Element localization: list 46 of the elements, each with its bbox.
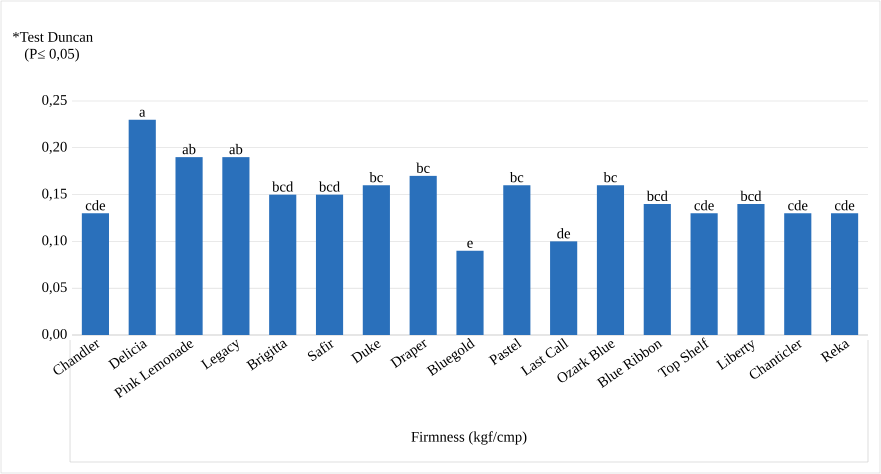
data-label: a: [140, 110, 146, 117]
data-label: bcd: [740, 190, 762, 202]
bar: [175, 157, 203, 335]
data-label: e: [467, 240, 473, 248]
data-label: cde: [834, 200, 854, 210]
bar: [222, 157, 250, 335]
data-label: cde: [694, 200, 714, 210]
bar: [596, 185, 624, 335]
text: *Test Duncan: [12, 32, 93, 42]
bar: [362, 185, 390, 335]
data-label: bcd: [646, 190, 668, 202]
data-label: de: [557, 228, 570, 238]
y-tick-label: 0,20: [42, 142, 67, 154]
y-tick-label: 0,00: [42, 328, 67, 341]
bar: [831, 213, 858, 335]
data-label: ab: [182, 144, 196, 154]
data-label: bc: [416, 162, 430, 173]
y-tick-label: 0,15: [42, 188, 67, 201]
data-label: bc: [604, 172, 617, 182]
data-label: bcd: [272, 181, 294, 192]
bar: [128, 120, 156, 335]
y-tick-label: 0,05: [42, 282, 67, 294]
bar: [690, 213, 718, 335]
data-label: bcd: [318, 181, 340, 192]
y-tick-label: 0,10: [42, 235, 67, 248]
x-axis-title: Firmness (kgf/cmp): [411, 431, 526, 445]
bar: [644, 204, 671, 335]
bar: [410, 176, 437, 335]
text: (P≤ 0,05): [24, 48, 79, 62]
bar: [269, 194, 296, 335]
bar: [82, 213, 109, 335]
data-label: ab: [229, 144, 242, 154]
data-label: cde: [788, 200, 808, 210]
x-tick-label: Duke: [350, 341, 381, 364]
bar: [550, 241, 578, 335]
x-tick-label: Safir: [308, 340, 334, 362]
bar: [503, 185, 530, 335]
bar: [737, 204, 765, 335]
y-tick-label: 0,25: [42, 94, 67, 107]
data-label: cde: [86, 200, 106, 210]
bar: [316, 194, 344, 335]
bar: [456, 250, 484, 335]
bar: [784, 213, 812, 335]
data-label: bc: [369, 172, 383, 182]
data-label: bc: [510, 172, 524, 182]
x-tick-label: Reka: [820, 341, 850, 363]
